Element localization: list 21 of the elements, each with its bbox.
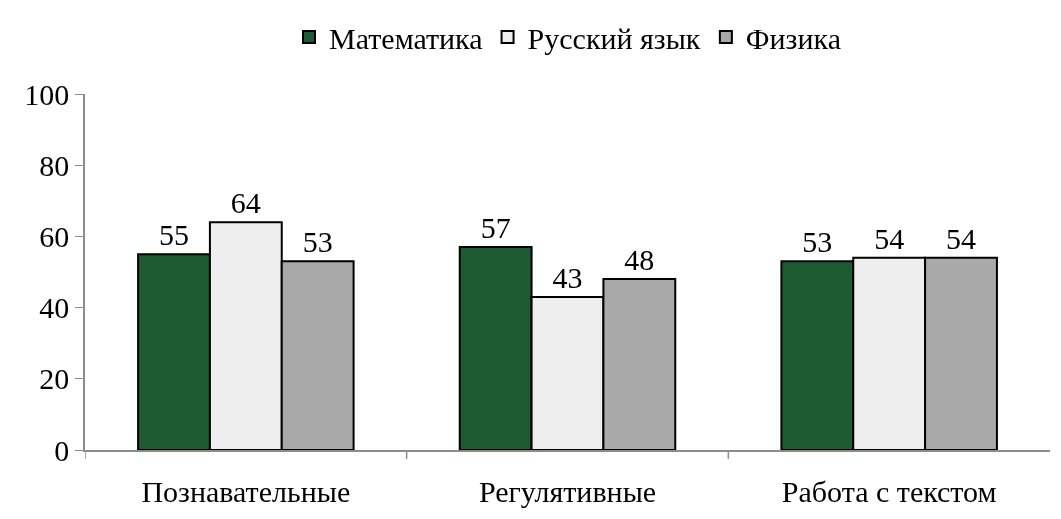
data-label: 54 bbox=[946, 221, 977, 255]
data-label: 53 bbox=[802, 225, 833, 259]
x-tick-label: Регулятивные bbox=[478, 474, 657, 508]
x-tick-label: Познавательные bbox=[141, 474, 351, 508]
y-tick-label: 100 bbox=[24, 77, 70, 111]
data-label: 48 bbox=[624, 243, 655, 277]
data-label: 55 bbox=[158, 218, 189, 252]
data-label: 57 bbox=[480, 211, 511, 245]
data-label: 64 bbox=[230, 186, 261, 220]
x-tick-label: Работа с текстом bbox=[781, 474, 997, 508]
legend-label: Математика bbox=[329, 21, 483, 55]
data-label: 54 bbox=[874, 221, 905, 255]
y-tick-label: 40 bbox=[39, 291, 70, 325]
y-tick-label: 60 bbox=[39, 219, 70, 253]
y-tick-label: 20 bbox=[39, 362, 70, 396]
data-label: 43 bbox=[552, 260, 583, 294]
y-tick-label: 0 bbox=[54, 433, 70, 467]
legend-label: Русский язык bbox=[527, 21, 701, 55]
y-tick-label: 80 bbox=[39, 148, 70, 182]
legend-label: Физика bbox=[745, 21, 841, 55]
data-label: 53 bbox=[302, 225, 333, 259]
